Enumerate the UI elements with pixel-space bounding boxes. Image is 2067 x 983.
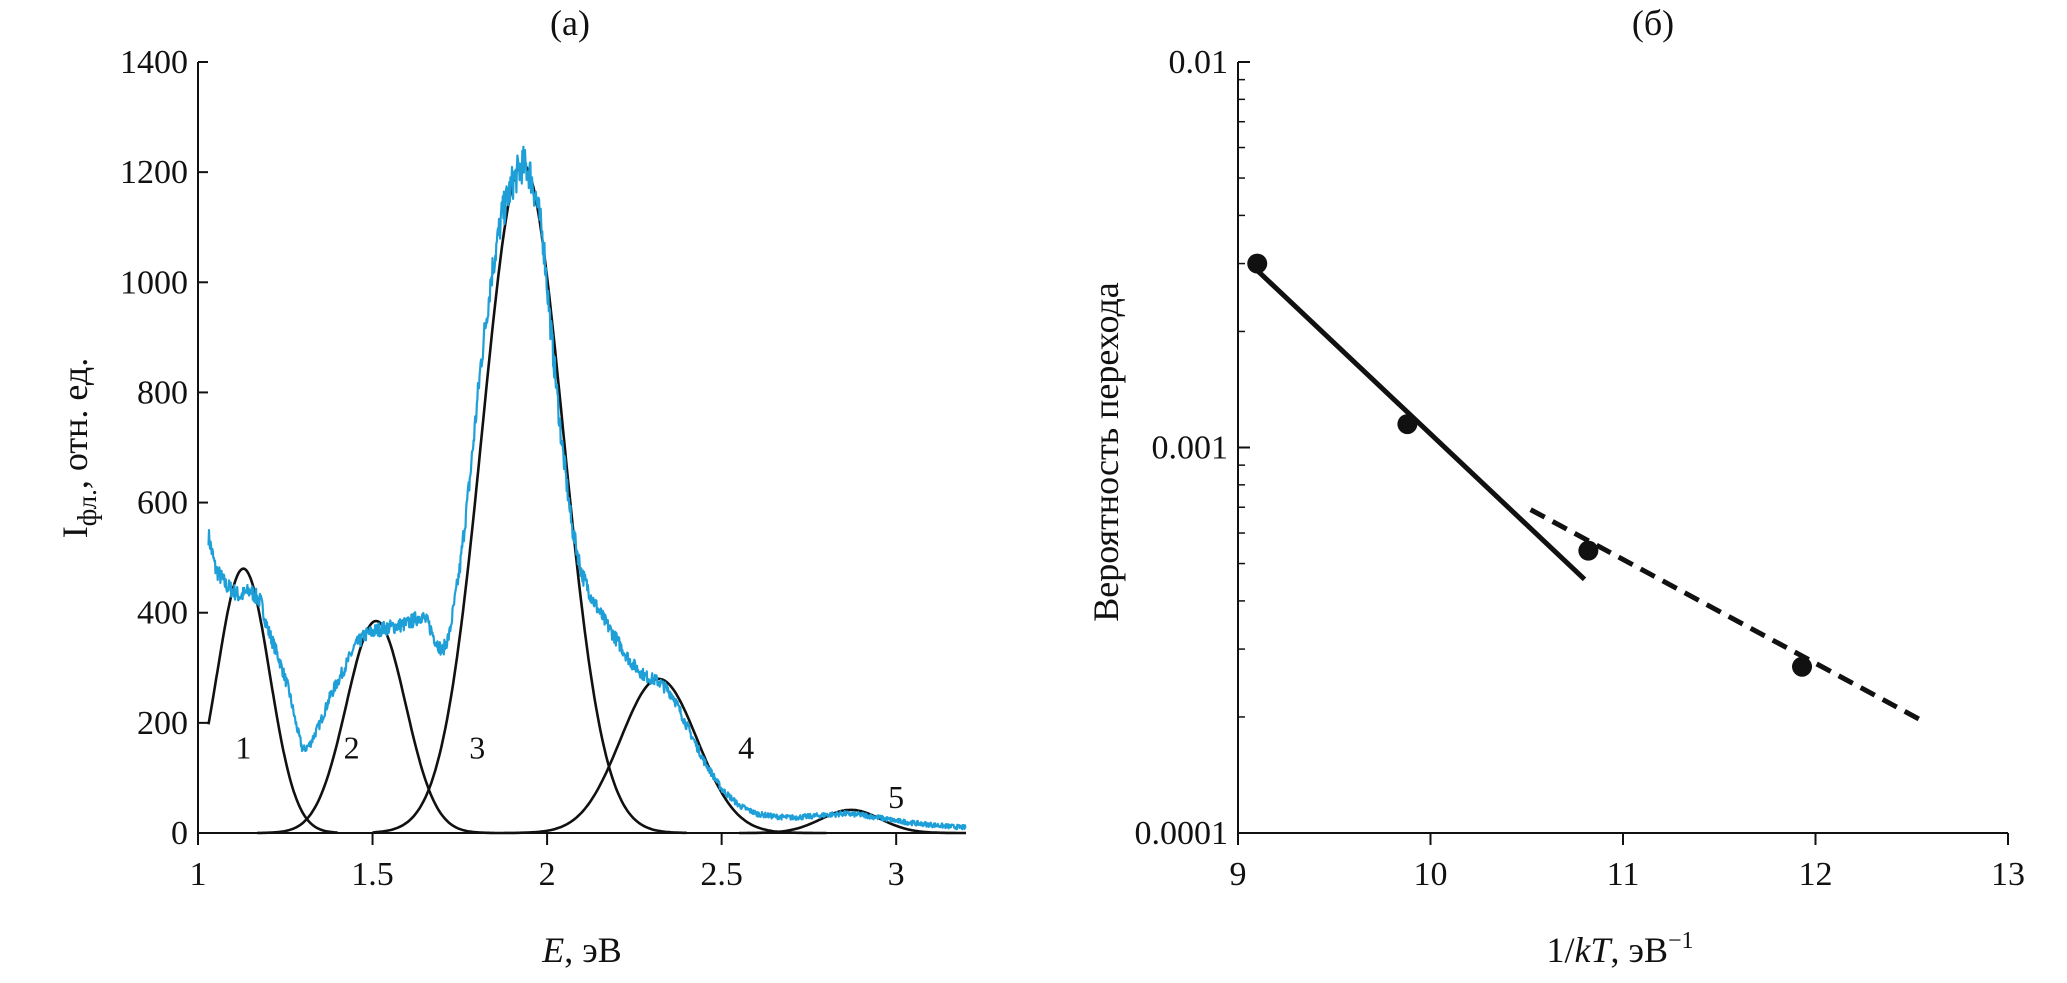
- chart-a-y-tick-label: 0: [171, 815, 188, 852]
- chart-a-y-tick-label: 600: [137, 485, 188, 522]
- chart-a-component-3: [372, 162, 687, 835]
- chart-a-component-4: [494, 677, 827, 835]
- chart-a-x-axis-title: E, эВ: [541, 930, 621, 970]
- chart-b-x-tick-label: 13: [1991, 856, 2025, 893]
- chart-b-x-tick-label: 12: [1799, 856, 1833, 893]
- chart-b-fit-lines: [1255, 268, 1923, 723]
- chart-a-y-axis-main: I: [55, 526, 95, 538]
- chart-a-x-axis-unit: , эВ: [564, 930, 621, 970]
- chart-a-y-axis-title: Iфл., отн. ед.: [55, 358, 102, 538]
- chart-a-peak-label-5: 5: [888, 779, 904, 815]
- chart-b-panel-label: (б): [1632, 3, 1674, 43]
- chart-a-component-1: [207, 567, 338, 834]
- chart-b-x-tick-label: 11: [1607, 856, 1640, 893]
- chart-b: (б) 0.0001 0.001 0.01 9 10 11 12 13 1/kT, эВ−1…: [1086, 3, 2025, 970]
- chart-b-y-axis: 0.0001 0.001 0.01: [1135, 44, 1250, 852]
- chart-a-spectrum: [207, 145, 967, 831]
- chart-b-point: [1247, 253, 1268, 274]
- chart-a-peak-labels: 1 2 3 4 5: [235, 730, 904, 816]
- chart-b-points: [1247, 253, 1813, 677]
- chart-b-x-tick-label: 10: [1414, 856, 1448, 893]
- chart-a-x-tick-label: 1: [190, 856, 207, 893]
- chart-a-panel-label: (а): [550, 3, 590, 43]
- chart-b-point: [1578, 540, 1599, 561]
- chart-a-y-tick-label: 1200: [120, 154, 188, 191]
- chart-b-x-axis-prefix: 1/: [1546, 930, 1574, 970]
- chart-b-x-tick-label: 9: [1230, 856, 1247, 893]
- chart-b-y-axis-title: Вероятность перехода: [1086, 282, 1126, 622]
- chart-a-peak-label-4: 4: [738, 730, 754, 766]
- chart-a-spectrum-group: [207, 145, 967, 831]
- chart-a-y-tick-label: 1000: [120, 264, 188, 301]
- chart-a-y-axis: 0 200 400 600 800 1000 1200 1400: [120, 44, 208, 852]
- chart-b-x-axis-unit: , эВ: [1611, 930, 1668, 970]
- chart-a-peak-label-3: 3: [469, 730, 485, 766]
- chart-a-component-2: [257, 619, 495, 835]
- chart-a-y-axis-sub: фл.: [72, 489, 102, 526]
- chart-b-y-tick-label: 0.01: [1169, 44, 1229, 81]
- chart-b-x-axis-sup: −1: [1668, 928, 1694, 954]
- chart-b-point: [1792, 656, 1813, 677]
- chart-a-x-tick-label: 3: [888, 856, 905, 893]
- chart-b-fit-line-solid: [1255, 268, 1587, 582]
- chart-a-peak-label-1: 1: [235, 730, 251, 766]
- chart-b-y-tick-label: 0.001: [1152, 430, 1229, 467]
- chart-a-component-5: [739, 808, 966, 835]
- chart-a-x-tick-label: 2: [539, 856, 556, 893]
- chart-a-x-axis: 1 1.5 2 2.5 3: [190, 833, 905, 893]
- chart-a-y-tick-label: 400: [137, 595, 188, 632]
- chart-b-x-axis-title: 1/kT, эВ−1: [1546, 928, 1693, 970]
- chart-a-peak-label-2: 2: [344, 730, 360, 766]
- chart-b-y-tick-label: 0.0001: [1135, 815, 1229, 852]
- chart-a-y-tick-label: 800: [137, 374, 188, 411]
- chart-a-x-tick-label: 1.5: [351, 856, 394, 893]
- chart-a-y-tick-label: 1400: [120, 44, 188, 81]
- chart-b-x-axis: 9 10 11 12 13: [1230, 833, 2025, 893]
- chart-a-components: [207, 162, 966, 835]
- chart-a-x-axis-var: E: [541, 930, 564, 970]
- chart-a-y-axis-rest: , отн. ед.: [55, 358, 95, 489]
- chart-a-y-tick-label: 200: [137, 705, 188, 742]
- chart-a-x-tick-label: 2.5: [700, 856, 743, 893]
- chart-b-point: [1397, 414, 1418, 435]
- chart-b-x-axis-var: kT: [1575, 930, 1614, 970]
